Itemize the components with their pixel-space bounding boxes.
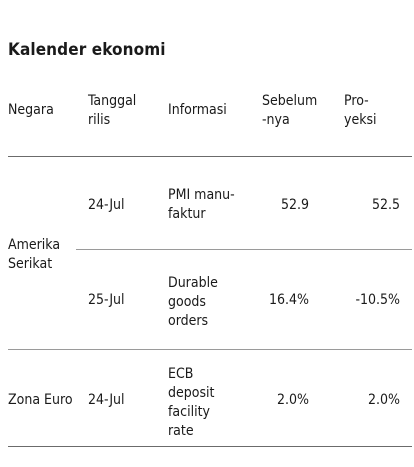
row2-info: Durable goods orders bbox=[168, 275, 218, 329]
group-divider bbox=[8, 349, 412, 350]
row1-info: PMI manu- faktur bbox=[168, 187, 235, 222]
row3-previous: 2.0% bbox=[277, 392, 309, 408]
header-previous: Sebelum -nya bbox=[262, 93, 318, 128]
row3-info: ECB deposit facility rate bbox=[168, 366, 215, 439]
row3-country: Zona Euro bbox=[8, 392, 73, 408]
row2-projection: -10.5% bbox=[355, 292, 400, 308]
header-country: Negara bbox=[8, 102, 54, 118]
header-divider bbox=[8, 156, 412, 157]
row-country-us: Amerika Serikat bbox=[8, 237, 61, 272]
header-release-date: Tanggal rilis bbox=[88, 93, 137, 128]
header-information: Informasi bbox=[168, 102, 227, 118]
row1-divider bbox=[76, 249, 412, 250]
calendar-title: Kalender ekonomi bbox=[8, 40, 166, 60]
row3-projection: 2.0% bbox=[368, 392, 400, 408]
row1-date: 24-Jul bbox=[88, 197, 125, 213]
row2-date: 25-Jul bbox=[88, 292, 125, 308]
header-projection: Pro- yeksi bbox=[344, 93, 377, 128]
table-bottom-divider bbox=[8, 446, 412, 447]
row3-date: 24-Jul bbox=[88, 392, 125, 408]
row1-projection: 52.5 bbox=[371, 197, 400, 213]
row2-previous: 16.4% bbox=[268, 292, 309, 308]
row1-previous: 52.9 bbox=[280, 197, 309, 213]
